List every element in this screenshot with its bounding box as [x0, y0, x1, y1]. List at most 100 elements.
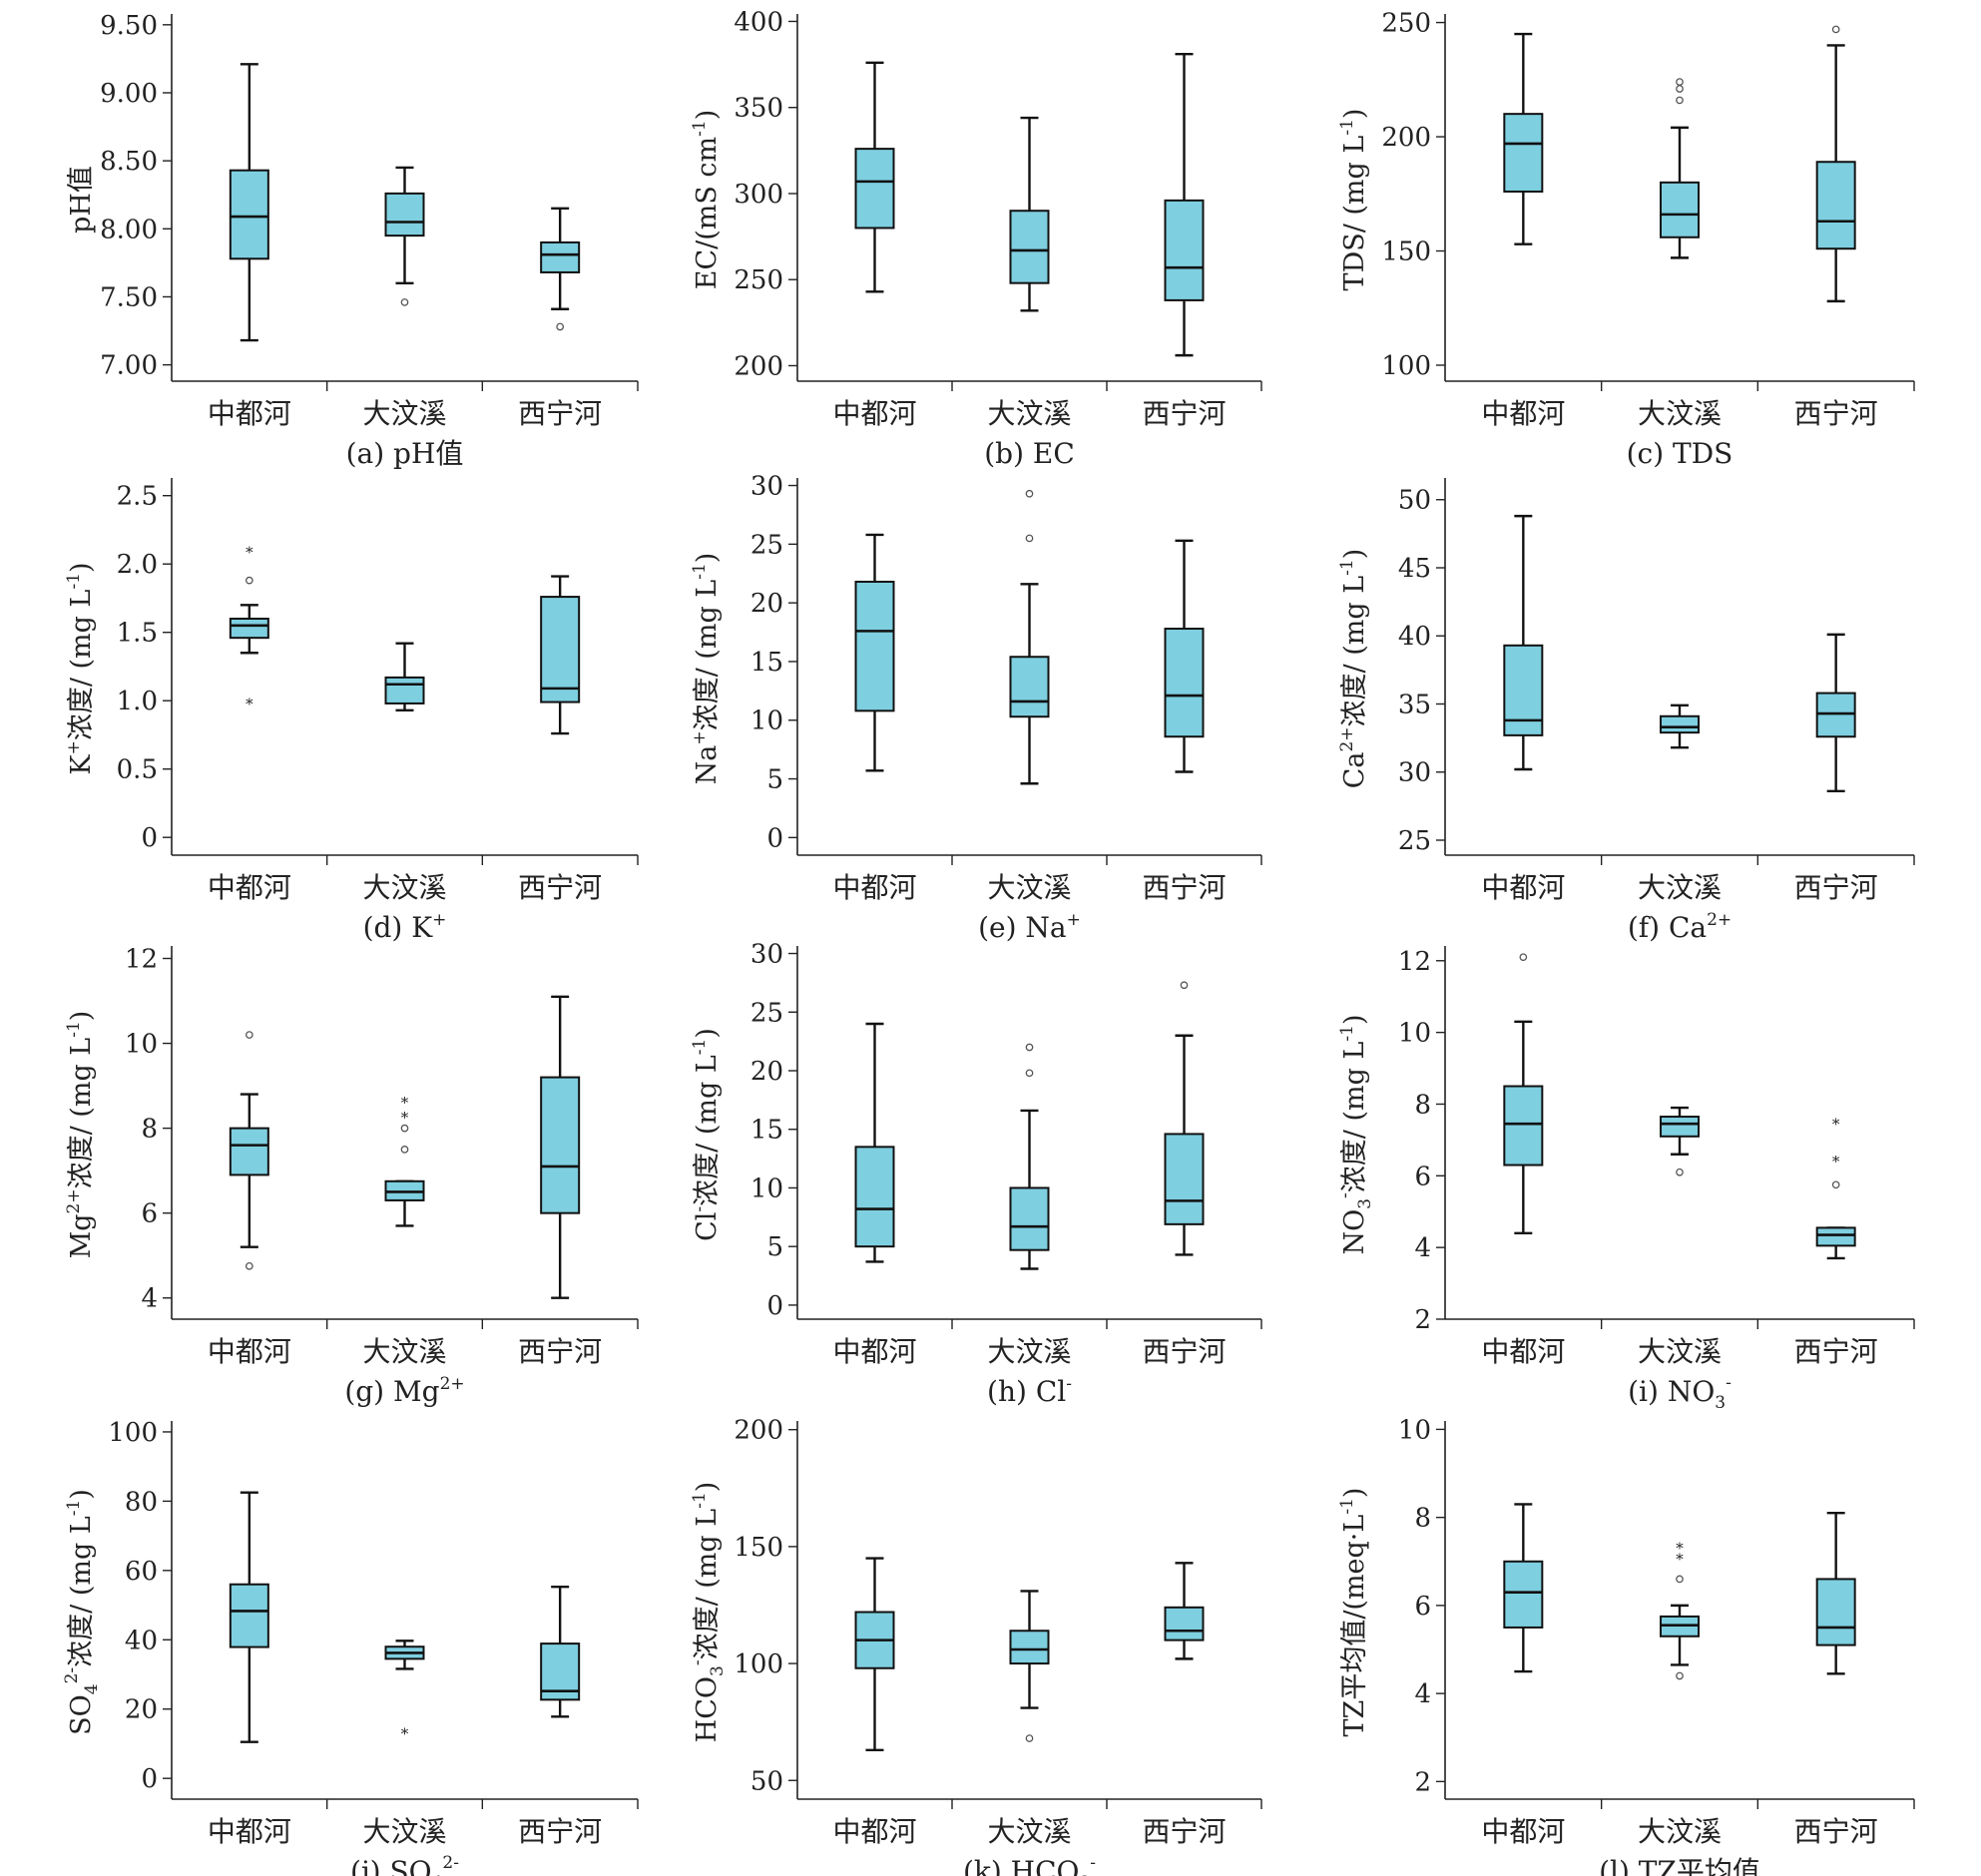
x-category-label: 中都河 [832, 397, 916, 430]
x-category-label: 中都河 [208, 397, 291, 430]
panel-caption: (c) TDS [1627, 437, 1733, 470]
extreme-point: * [1676, 1550, 1684, 1568]
y-tick-label: 5 [766, 1232, 783, 1262]
y-tick-label: 0 [141, 1764, 158, 1794]
y-tick-label: 100 [734, 1649, 783, 1679]
x-category-label: 大汶溪 [987, 1335, 1071, 1368]
y-tick-label: 1.5 [117, 619, 158, 649]
panel-caption: (j) SO42- [350, 1853, 459, 1876]
box-iqr [854, 580, 895, 712]
box-iqr [1009, 210, 1050, 284]
y-tick-label: 30 [1398, 758, 1431, 788]
box-iqr [1503, 113, 1544, 193]
y-tick-label: 8.00 [100, 215, 158, 244]
outlier-point [245, 576, 253, 585]
box-iqr [1164, 1133, 1205, 1225]
outlier-point [1676, 1168, 1684, 1176]
y-tick-label: 8 [1414, 1504, 1431, 1534]
extreme-point: * [1832, 1115, 1840, 1133]
y-tick-label: 250 [1381, 9, 1431, 39]
y-tick-label: 30 [750, 472, 783, 502]
x-category-label: 大汶溪 [987, 397, 1071, 430]
y-axis-label: EC/(mS cm-1) [690, 110, 723, 290]
panel-d: 2.5 2.0 1.5 1.0 0.5 0 中都河 大汶溪 西宁河 * * (d) K+ K+浓度/ (… [64, 478, 639, 944]
x-category-label: 中都河 [208, 871, 291, 904]
x-category-label: 中都河 [208, 1815, 291, 1848]
y-tick-label: 200 [734, 1416, 783, 1446]
y-axis-label: Mg2+浓度/ (mg L-1) [64, 1011, 97, 1259]
x-category-label: 中都河 [208, 1335, 291, 1368]
box-iqr [1503, 644, 1544, 736]
y-tick-label: 4 [141, 1284, 158, 1314]
x-category-label: 大汶溪 [1638, 1335, 1722, 1368]
box-iqr [1815, 161, 1856, 250]
y-tick-label: 0 [141, 823, 158, 853]
outlier-point [400, 1124, 409, 1133]
y-tick-label: 200 [1381, 123, 1431, 153]
y-tick-label: 400 [734, 7, 783, 37]
x-category-label: 西宁河 [1142, 1335, 1226, 1368]
extreme-point: * [246, 543, 253, 561]
y-tick-label: 4 [1414, 1679, 1431, 1709]
y-tick-label: 0 [766, 823, 783, 853]
box-iqr [1660, 1116, 1700, 1138]
extreme-point: * [246, 696, 253, 713]
y-tick-label: 40 [125, 1626, 158, 1655]
box-iqr [854, 148, 895, 230]
y-tick-label: 250 [734, 265, 783, 295]
outlier-point [1180, 981, 1189, 990]
outlier-point [245, 1031, 253, 1039]
x-category-label: 西宁河 [518, 1815, 602, 1848]
outlier-point [1025, 1043, 1034, 1052]
y-tick-label: 10 [1398, 1415, 1431, 1445]
y-axis-label: TZ平均值/(meq·L-1) [1337, 1488, 1370, 1737]
y-tick-label: 0 [766, 1291, 783, 1321]
y-tick-label: 2.0 [117, 550, 158, 580]
y-tick-label: 15 [750, 648, 783, 678]
y-tick-label: 20 [750, 589, 783, 619]
x-category-label: 大汶溪 [1638, 871, 1722, 904]
x-category-label: 大汶溪 [362, 397, 446, 430]
panel-caption: (i) NO3- [1628, 1373, 1732, 1413]
y-tick-label: 300 [734, 180, 783, 210]
box-iqr [1660, 714, 1700, 734]
y-tick-label: 30 [750, 940, 783, 970]
x-category-label: 西宁河 [518, 871, 602, 904]
y-tick-label: 60 [125, 1557, 158, 1587]
x-category-label: 西宁河 [1142, 871, 1226, 904]
box-iqr [540, 596, 581, 704]
x-category-label: 大汶溪 [1638, 397, 1722, 430]
panel-g: 12 10 8 6 4 中都河 大汶溪 西宁河 ** (g) Mg2+ Mg2+浓度/ (mg L-… [64, 945, 639, 1408]
y-axis-label: HCO3-浓度/ (mg L-1) [688, 1482, 728, 1743]
box-iqr [1164, 1606, 1205, 1642]
x-category-label: 西宁河 [1794, 397, 1878, 430]
box-iqr [384, 676, 425, 704]
extreme-point: * [1676, 1539, 1684, 1557]
outlier-point [1676, 85, 1684, 93]
outlier-point [1676, 78, 1684, 86]
x-category-label: 大汶溪 [987, 1815, 1071, 1848]
x-category-label: 大汶溪 [362, 871, 446, 904]
x-category-label: 西宁河 [518, 397, 602, 430]
y-tick-label: 200 [734, 351, 783, 381]
y-tick-label: 25 [750, 530, 783, 560]
y-tick-label: 50 [1398, 486, 1431, 516]
extreme-point: * [401, 1724, 409, 1742]
y-tick-label: 8 [1414, 1090, 1431, 1120]
y-axis-label: Na+浓度/ (mg L-1) [690, 553, 723, 785]
y-axis-label: Ca2+浓度/ (mg L-1) [1337, 549, 1370, 789]
panel-j: 100 80 60 40 20 0 中都河 大汶溪 西宁河 * (j) SO42- SO42-浓度/ … [62, 1418, 639, 1876]
y-tick-label: 10 [750, 1173, 783, 1203]
box-iqr [1815, 1578, 1856, 1646]
y-tick-label: 2.5 [117, 482, 158, 512]
y-tick-label: 150 [734, 1533, 783, 1563]
box-iqr [229, 1127, 269, 1176]
outlier-point [400, 298, 409, 306]
x-category-label: 中都河 [1481, 871, 1565, 904]
extreme-point: * [401, 1094, 409, 1112]
y-tick-label: 45 [1398, 554, 1431, 584]
y-tick-label: 12 [125, 945, 158, 975]
y-axis-label: TDS/ (mg L-1) [1337, 109, 1370, 291]
y-tick-label: 15 [750, 1116, 783, 1146]
y-tick-label: 6 [1414, 1162, 1431, 1191]
